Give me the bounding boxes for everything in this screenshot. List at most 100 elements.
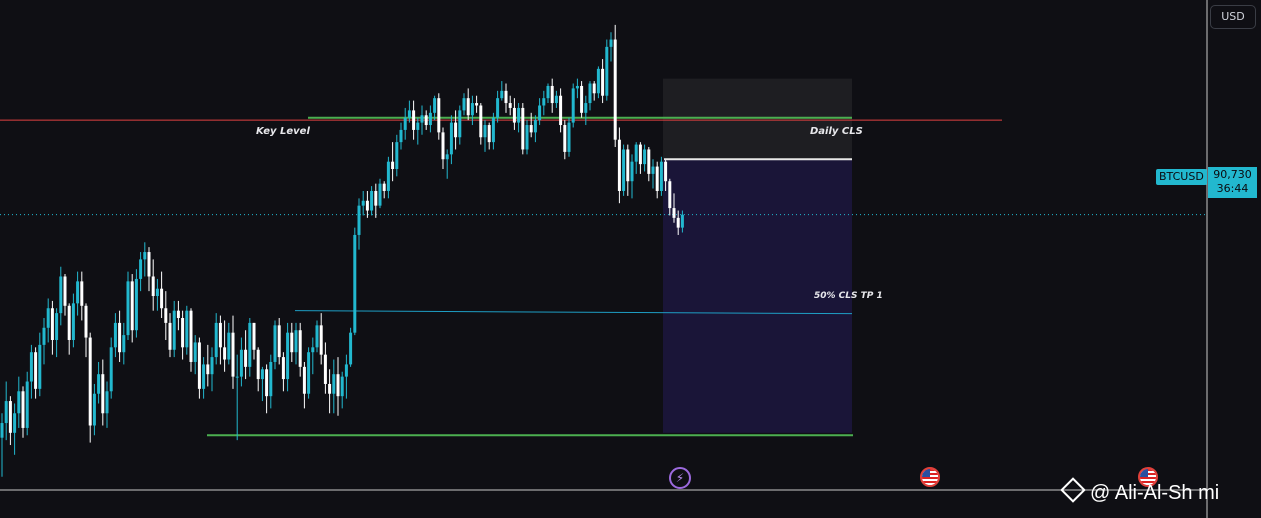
candle	[155, 278, 159, 311]
candle	[575, 78, 579, 99]
candle	[38, 332, 42, 397]
candle	[428, 105, 432, 133]
candle-body	[147, 252, 151, 277]
us-flag-icon[interactable]	[1138, 467, 1158, 487]
candle-body	[244, 349, 248, 367]
candle-body	[433, 98, 437, 113]
candle	[403, 107, 407, 140]
candle	[580, 81, 584, 118]
candle-body	[605, 46, 609, 96]
candle	[42, 318, 46, 365]
candle	[676, 210, 680, 235]
candle	[571, 83, 575, 128]
candle-body	[672, 208, 676, 218]
candle	[290, 322, 294, 362]
candle	[134, 269, 138, 338]
candle-body	[592, 83, 596, 94]
candle-body	[680, 214, 684, 228]
candle-body	[223, 347, 227, 360]
candle-body	[412, 110, 416, 130]
flag-canton	[1140, 469, 1148, 477]
candle	[336, 357, 340, 416]
candle-body	[504, 90, 508, 104]
candle-body	[512, 107, 516, 123]
candle	[21, 386, 25, 438]
candle-body	[139, 259, 143, 279]
candle	[109, 337, 113, 399]
us-flag-icon[interactable]	[920, 467, 940, 487]
candle-body	[529, 125, 533, 133]
profit-target-zone[interactable]	[663, 159, 852, 433]
candle	[433, 95, 437, 121]
candle-body	[521, 107, 525, 150]
candle	[407, 100, 411, 123]
candle-body	[609, 39, 613, 47]
candle	[659, 156, 663, 196]
currency-button[interactable]: USD	[1210, 5, 1256, 29]
candle-body	[202, 364, 206, 389]
candle	[647, 147, 651, 182]
candle	[424, 110, 428, 130]
candle-body	[496, 98, 500, 118]
candle-body	[176, 310, 180, 319]
candle	[118, 310, 122, 362]
candle	[546, 83, 550, 104]
candle-body	[8, 401, 12, 433]
candle	[328, 369, 332, 414]
candle-body	[88, 337, 92, 426]
candle	[638, 142, 642, 174]
candle	[239, 337, 243, 387]
candle-body	[428, 112, 432, 126]
candle	[601, 59, 605, 104]
candle	[13, 403, 17, 455]
candle-body	[227, 332, 231, 360]
candle-body	[248, 322, 252, 367]
candle-body	[407, 110, 411, 118]
candle-body	[50, 308, 54, 340]
candle	[29, 344, 33, 399]
lightning-icon[interactable]: ⚡	[669, 467, 691, 489]
stop-loss-zone[interactable]	[663, 78, 852, 160]
candle	[235, 354, 239, 441]
tp1-line[interactable]	[294, 310, 853, 315]
candle	[172, 300, 176, 358]
candle	[655, 161, 659, 199]
candle	[382, 181, 386, 199]
candle-body	[155, 288, 159, 297]
candle	[193, 335, 197, 375]
candle-body	[470, 103, 474, 116]
candle-body	[17, 391, 21, 414]
candle-body	[584, 103, 588, 113]
candle	[340, 371, 344, 409]
last-price-tag: 90,730 36:44	[1208, 167, 1257, 198]
candle-body	[42, 327, 46, 345]
candle	[483, 120, 487, 152]
candle-body	[479, 105, 483, 138]
candle	[491, 112, 495, 150]
candle	[622, 144, 626, 196]
candle	[416, 117, 420, 145]
candle-body	[370, 190, 374, 211]
candle-body	[651, 166, 655, 174]
candle-body	[613, 39, 617, 140]
candle	[554, 90, 558, 108]
candle	[596, 66, 600, 99]
candle	[286, 322, 290, 392]
candle	[479, 103, 483, 145]
candle	[672, 193, 676, 223]
candle	[302, 361, 306, 409]
candle	[223, 320, 227, 372]
candle-body	[580, 85, 584, 113]
candle-body	[277, 325, 281, 358]
candle-body	[172, 310, 176, 350]
candle	[391, 142, 395, 182]
candle	[617, 127, 621, 204]
candle-body	[374, 190, 378, 206]
candle	[181, 310, 185, 360]
candle	[332, 359, 336, 414]
candle	[319, 313, 323, 365]
candle	[315, 320, 319, 353]
candle	[92, 383, 96, 436]
candle-body	[357, 205, 361, 235]
